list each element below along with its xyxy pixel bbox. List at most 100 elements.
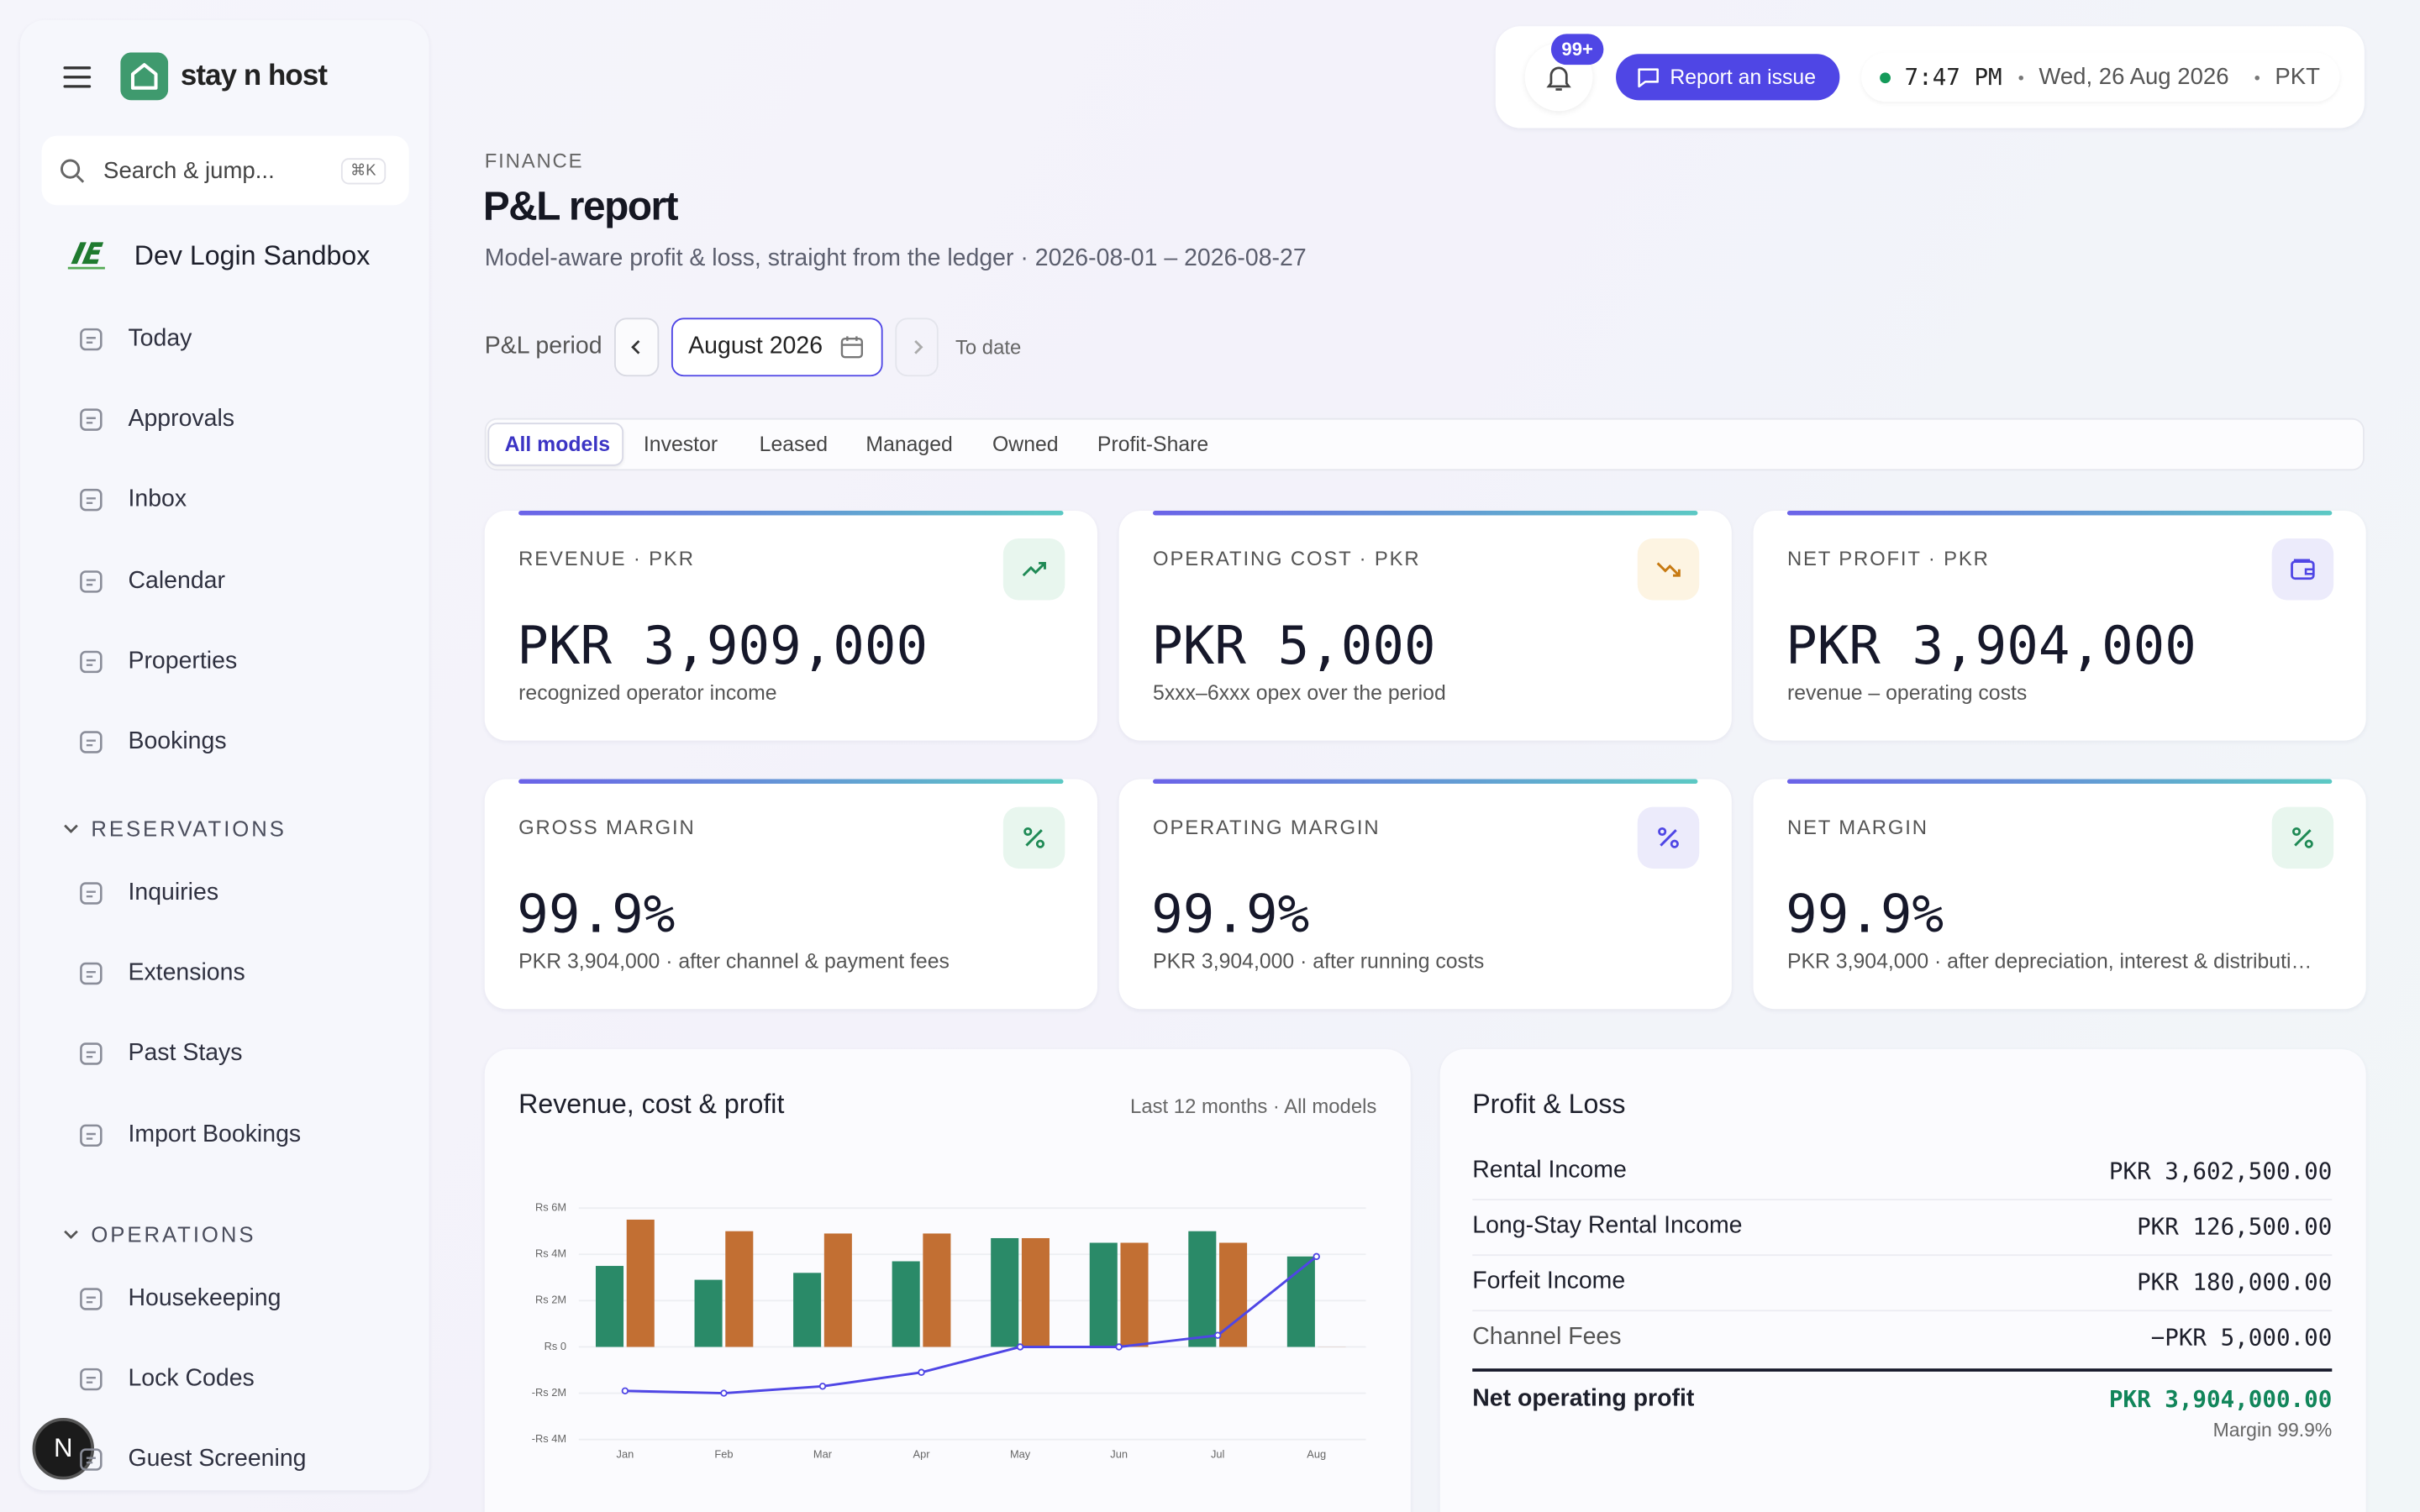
- x-tick-label: Aug: [1307, 1447, 1326, 1460]
- nav-item[interactable]: Today: [128, 325, 192, 352]
- line-point: [1016, 1343, 1024, 1351]
- nav-icon: [80, 1368, 103, 1391]
- report-button[interactable]: [1616, 54, 1840, 101]
- kpi-note: revenue – operating costs: [1786, 680, 2028, 705]
- nav-icon: [80, 489, 103, 512]
- total-divider: [1472, 1368, 2333, 1372]
- kpi-icon: [1656, 562, 1681, 577]
- x-tick-label: Apr: [913, 1447, 931, 1460]
- nav-item[interactable]: Import Bookings: [128, 1121, 302, 1147]
- prev-period[interactable]: [614, 318, 660, 377]
- nav-item[interactable]: Extensions: [128, 959, 245, 987]
- kpi-accent: [1153, 779, 1698, 785]
- pl-title: Profit & Loss: [1472, 1088, 1626, 1120]
- x-tick-label: Feb: [714, 1447, 733, 1460]
- bar: [1120, 1242, 1149, 1347]
- status-dot: [1880, 72, 1891, 84]
- tab[interactable]: Profit-Share: [1097, 433, 1209, 456]
- tab[interactable]: All models: [504, 433, 610, 456]
- nav-item[interactable]: Calendar: [128, 567, 225, 594]
- pl-total-label: Net operating profit: [1472, 1385, 1695, 1412]
- nav-icon: [80, 882, 103, 905]
- clock: [1861, 52, 2340, 102]
- nav-icon: [80, 408, 103, 432]
- tab[interactable]: Investor: [643, 433, 718, 456]
- kpi-label: GROSS MARGIN: [518, 815, 696, 839]
- clock-time: 7:47 PM: [1904, 63, 2002, 92]
- period-value: August 2026: [688, 333, 823, 360]
- x-tick-label: Mar: [813, 1447, 833, 1460]
- nav-icon: [80, 650, 103, 673]
- chevron-left: [631, 339, 640, 354]
- tab[interactable]: Owned: [992, 433, 1059, 456]
- period-label: P&L period: [484, 333, 602, 360]
- kpi-note: PKR 3,904,000 · after channel & payment …: [518, 949, 950, 974]
- bar: [694, 1279, 723, 1347]
- tab[interactable]: Leased: [759, 433, 829, 456]
- kpi-icon-bg: [2271, 538, 2334, 601]
- brand: stay n host: [180, 60, 328, 93]
- page-subtitle: Model-aware profit & loss, straight from…: [484, 245, 1307, 272]
- kpi-accent: [1786, 779, 2333, 785]
- pl-amount: PKR 180,000.00: [2137, 1268, 2333, 1296]
- section-title: OPERATIONS: [91, 1221, 256, 1247]
- nav-icon: [80, 1042, 103, 1066]
- calendar-icon: [840, 336, 864, 359]
- kpi-value: PKR 5,000: [1151, 615, 1436, 678]
- kpi-icon: [2291, 559, 2315, 580]
- workspace-name[interactable]: Dev Login Sandbox: [134, 239, 371, 271]
- x-tick-label: Jan: [617, 1447, 634, 1460]
- kpi-icon: [1023, 827, 1045, 848]
- kpi-card: [1753, 510, 2366, 741]
- nav-icon: [80, 731, 103, 753]
- nav-item[interactable]: Lock Codes: [128, 1365, 255, 1392]
- brand-logo: [120, 52, 169, 101]
- y-tick-label: -Rs 4M: [532, 1432, 566, 1445]
- bar: [1286, 1256, 1315, 1347]
- tab-active-bg: [487, 423, 624, 466]
- search-icon: [60, 159, 85, 183]
- row-divider: [1472, 1199, 2333, 1200]
- bell-icon: [1546, 66, 1571, 91]
- menu-icon[interactable]: [61, 63, 92, 91]
- eyebrow: FINANCE: [484, 149, 584, 172]
- pl-label: Rental Income: [1472, 1157, 1627, 1184]
- search-box[interactable]: [41, 135, 409, 206]
- period-picker[interactable]: [671, 318, 883, 377]
- bar: [626, 1219, 655, 1347]
- next-period[interactable]: [895, 318, 939, 377]
- kpi-icon: [1658, 827, 1679, 848]
- nav-item[interactable]: Approvals: [128, 406, 235, 433]
- nav-item[interactable]: Guest Screening: [128, 1446, 307, 1473]
- model-tabs: [484, 417, 2365, 471]
- pl-amount: PKR 3,602,500.00: [2108, 1157, 2333, 1185]
- nav-item[interactable]: Housekeeping: [128, 1284, 281, 1311]
- chart-title: Revenue, cost & profit: [518, 1088, 785, 1120]
- line-point: [1313, 1252, 1320, 1261]
- kpi-value: 99.9%: [1151, 884, 1310, 946]
- sidebar: [19, 19, 429, 1491]
- nav-icon: [80, 1123, 103, 1147]
- bar: [1188, 1231, 1217, 1347]
- kpi-value: PKR 3,904,000: [1786, 615, 2196, 678]
- nav-item[interactable]: Inquiries: [128, 879, 219, 906]
- pl-total-amount: PKR 3,904,000.00: [2108, 1385, 2333, 1414]
- line-point: [1213, 1331, 1222, 1339]
- chart: Rs 6M Rs 4M Rs 2M Rs 0 -Rs 2M -Rs 4M Jan Feb Mar…: [532, 1201, 1366, 1460]
- to-date[interactable]: To date: [955, 335, 1022, 360]
- nav-item[interactable]: Inbox: [128, 486, 187, 513]
- x-tick-label: May: [1010, 1447, 1031, 1460]
- nav-item[interactable]: Properties: [128, 648, 238, 675]
- nav-item[interactable]: Past Stays: [128, 1040, 243, 1067]
- section-title: RESERVATIONS: [91, 816, 287, 842]
- tab[interactable]: Managed: [865, 433, 953, 456]
- nav-item[interactable]: Bookings: [128, 727, 227, 755]
- bar: [923, 1233, 951, 1347]
- nav-icon: [80, 570, 103, 592]
- pl-label: Long-Stay Rental Income: [1472, 1212, 1743, 1239]
- kpi-card: [1118, 779, 1732, 1010]
- kpi-value: PKR 3,909,000: [517, 615, 929, 678]
- workspace-logo: [67, 242, 105, 270]
- kpi-card: [1118, 510, 1732, 741]
